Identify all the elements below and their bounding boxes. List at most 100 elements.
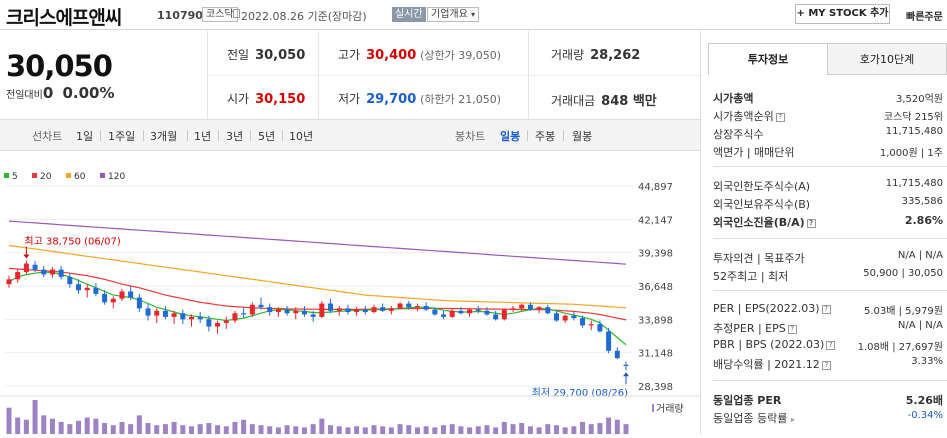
candle-daily[interactable]: 일봉 <box>500 130 521 143</box>
divider <box>527 130 528 141</box>
candle-body <box>397 303 403 309</box>
candle-body <box>606 331 612 351</box>
volume-bar <box>501 421 507 434</box>
candle-body <box>15 272 21 280</box>
row-opinion: 투자의견 | 목표주가 N/A | N/A <box>713 250 943 265</box>
candle-body <box>623 364 629 366</box>
candle-body <box>293 310 299 314</box>
volume-bar <box>449 424 455 434</box>
candle-body <box>501 309 507 320</box>
volume-bar <box>458 426 464 434</box>
mystock-add-button[interactable]: + MY STOCK 추가 <box>795 4 890 24</box>
volume-bar <box>553 425 559 434</box>
divider <box>563 130 564 141</box>
candle-body <box>536 307 542 310</box>
volume-bar <box>15 417 21 434</box>
chevron-right-icon[interactable]: ▸ <box>790 415 795 424</box>
quick-order-button[interactable]: 빠른주문 <box>906 12 943 23</box>
row-est-per: 추정PER | EPS? N/A | N/A <box>713 320 943 335</box>
period-1d[interactable]: 1일 <box>76 130 94 143</box>
volume-bar <box>406 425 412 434</box>
y-tick-label: 28,398 <box>638 382 673 393</box>
volume-bar <box>432 427 438 434</box>
volume-bar <box>145 423 151 434</box>
realtime-badge[interactable]: 실시간 <box>392 7 426 22</box>
candle-body <box>345 308 351 313</box>
volume-bar <box>58 421 64 434</box>
row-foreign-hold: 외국인보유주식수(B) 335,586 <box>713 196 943 211</box>
y-tick-label: 33,898 <box>638 315 673 326</box>
divider <box>713 166 947 167</box>
volume-bar <box>345 427 351 434</box>
volume-bar <box>241 419 247 434</box>
volume-bar <box>423 426 429 434</box>
volume-bar <box>414 427 420 434</box>
legend-swatch <box>32 173 37 178</box>
volume-bar <box>623 424 629 434</box>
candle-body <box>49 269 55 275</box>
company-info-dropdown[interactable]: 기업개요 ▾ <box>427 7 480 22</box>
period-3y[interactable]: 3년 <box>226 130 244 143</box>
candle-chart-label: 봉차트 <box>455 130 486 143</box>
candle-body <box>76 284 82 291</box>
stat-amount: 거래대금 848 백만 <box>551 94 657 109</box>
candle-body <box>284 309 290 314</box>
y-tick-label: 44,897 <box>638 182 673 193</box>
candle-body <box>458 310 464 314</box>
stat-prev-close: 전일 30,050 <box>227 48 306 63</box>
row-dividend: 배당수익률 | 2021.12? 3.33% <box>713 356 943 371</box>
volume-bar <box>232 421 238 434</box>
moving-average-line-ma60 <box>8 244 627 309</box>
legend-label: 20 <box>40 172 52 182</box>
candle-body <box>527 304 533 310</box>
candle-body <box>232 313 238 321</box>
candle-body <box>171 313 177 317</box>
help-icon[interactable]: ? <box>826 340 836 350</box>
candle-body <box>84 287 90 291</box>
candle-body <box>553 313 559 321</box>
volume-bar <box>275 427 281 434</box>
chart-svg[interactable]: 5 20 60 120 44,897 42,147 39,398 36,648 33,898 31… <box>0 151 701 434</box>
help-icon[interactable]: ? <box>775 112 785 122</box>
stock-header: 크리스에프앤씨 110790 코스닥 2022.08.26 기준(장마감) 실시… <box>0 0 947 30</box>
period-3m[interactable]: 3개월 <box>150 130 178 143</box>
candle-body <box>301 310 307 315</box>
candle-body <box>145 308 151 316</box>
help-icon[interactable]: ? <box>787 324 797 334</box>
divider <box>700 31 701 434</box>
help-icon[interactable]: ? <box>806 218 816 228</box>
candle-body <box>136 297 142 309</box>
candle-body <box>336 308 342 311</box>
volume-bar <box>519 423 525 434</box>
period-1w[interactable]: 1주일 <box>108 130 136 143</box>
candle-monthly[interactable]: 월봉 <box>572 130 593 143</box>
tab-orderbook[interactable]: 호가10단계 <box>828 43 947 75</box>
volume-bar <box>484 425 490 434</box>
moving-average-line-ma5 <box>8 271 627 346</box>
volume-bar <box>32 400 38 434</box>
volume-bar <box>441 425 447 434</box>
candlestick-chart[interactable]: 5 20 60 120 44,897 42,147 39,398 36,648 33,898 31… <box>0 151 701 434</box>
volume-bar <box>93 418 99 434</box>
row-pbr: PBR | BPS (2022.03)? 1.08배 | 27,697원 <box>713 338 943 353</box>
volume-bar <box>388 427 394 434</box>
candle-body <box>414 305 420 308</box>
candle-body <box>354 309 360 313</box>
volume-bar <box>41 415 47 434</box>
help-icon[interactable]: ? <box>821 304 831 314</box>
candle-body <box>423 305 429 310</box>
candle-body <box>388 308 394 311</box>
candle-weekly[interactable]: 주봉 <box>535 130 556 143</box>
period-5y[interactable]: 5년 <box>258 130 276 143</box>
period-1y[interactable]: 1년 <box>194 130 212 143</box>
row-market-cap: 시가총액 3,520억원 <box>713 92 943 105</box>
stock-code: 110790 <box>157 9 203 22</box>
candle-body <box>258 304 264 308</box>
legend-label: 120 <box>108 172 125 182</box>
low-arrow-head <box>623 372 629 377</box>
candle-body <box>475 309 481 311</box>
period-10y[interactable]: 10년 <box>289 130 314 143</box>
candle-body <box>510 308 516 310</box>
tab-invest-info[interactable]: 투자정보 <box>708 43 828 75</box>
help-icon[interactable]: ? <box>821 360 831 370</box>
